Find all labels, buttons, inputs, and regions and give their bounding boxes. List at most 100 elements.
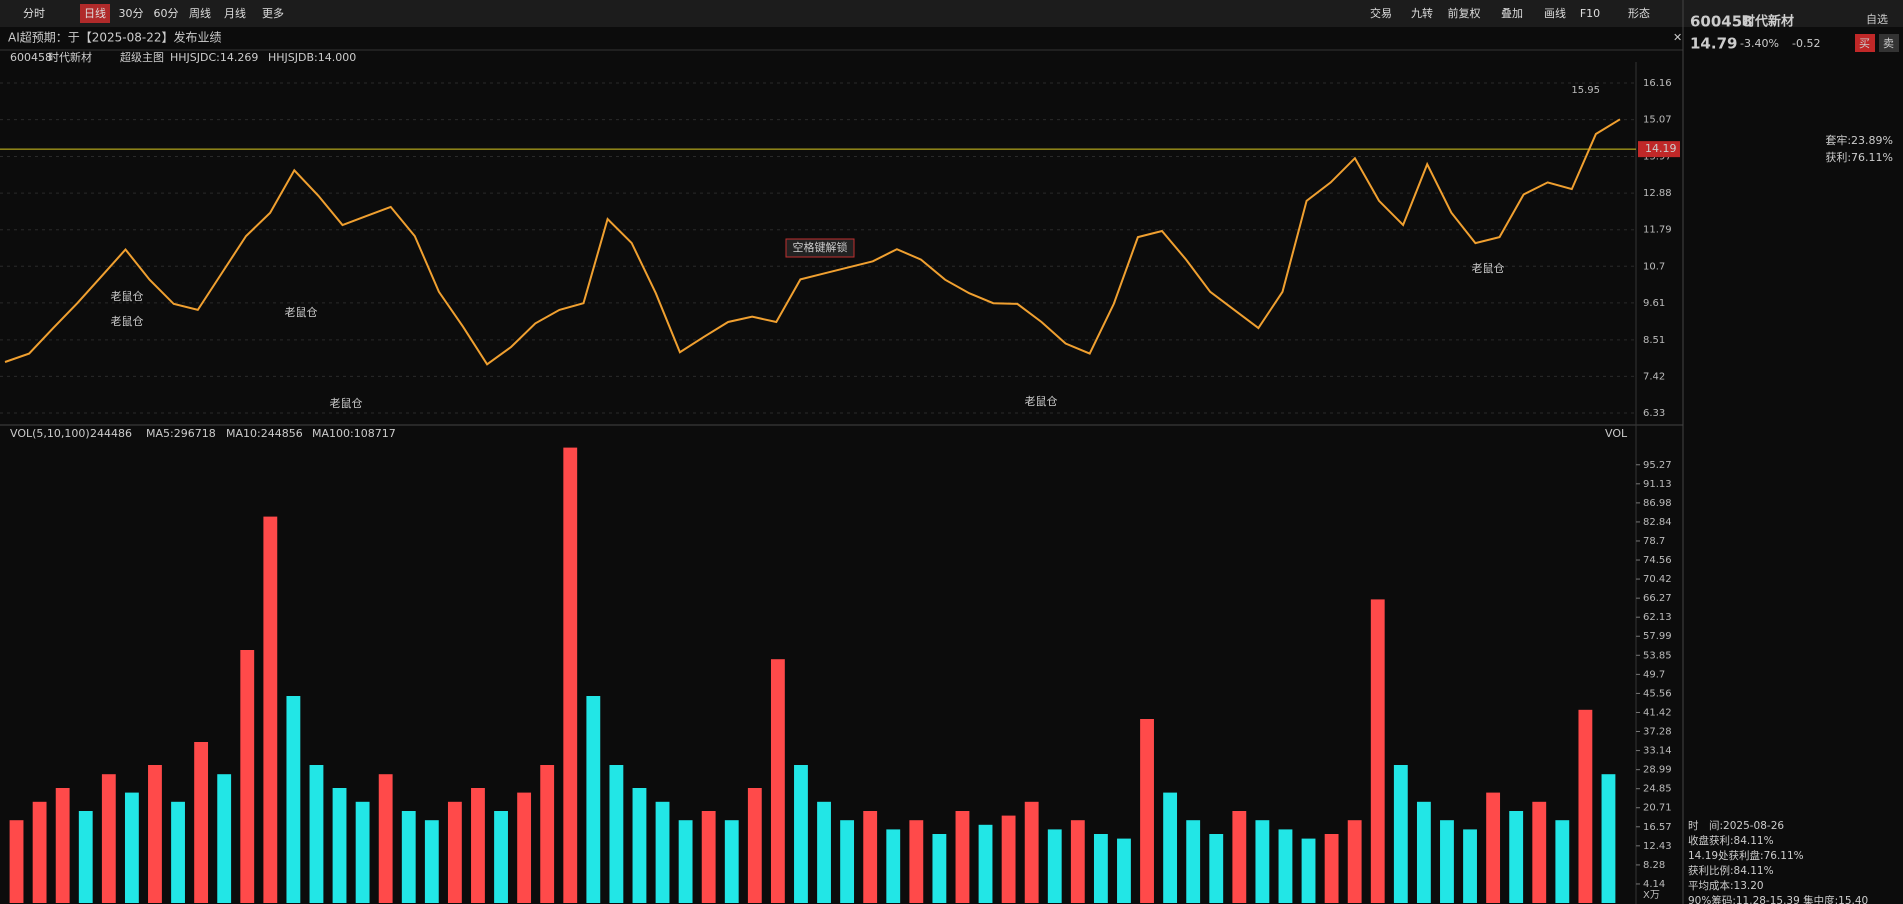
max-label: 15.95 [1571,85,1600,96]
code: 600458 [10,51,52,64]
volume-bar [1532,801,1547,903]
volume-bar [1209,834,1224,903]
volume-bar [770,659,785,903]
y-tick-label: 4.14 [1643,879,1665,890]
price-tag-label: 14.19 [1645,142,1677,155]
y-tick-label: 74.56 [1643,555,1672,566]
volume-bar [217,774,232,903]
notice: AI超预期：于【2025-08-22】发布业绩 [8,30,222,45]
volume-bar [1232,811,1247,903]
volume-bar [817,801,831,903]
tool-button[interactable]: F10 [1580,7,1600,20]
y-tick-label: 70.42 [1643,574,1672,585]
volume-bar [424,820,439,903]
volume-bar [1463,829,1477,903]
quote-name: 时代新材 [1742,14,1794,30]
volume-bar [1278,829,1293,903]
volume-bar [632,788,647,903]
period-tab[interactable]: 月线 [224,6,246,20]
volume-bar [401,811,416,903]
volume-bar [78,811,93,903]
tool-button[interactable]: 前复权 [1448,6,1481,20]
volume-bar [886,829,901,903]
y-tick-label: 24.85 [1643,784,1672,795]
tool-button[interactable]: 画线 [1544,6,1566,20]
y-tick-label: 66.27 [1643,593,1672,604]
chip-detail: 获利比例:84.11% [1688,864,1774,877]
y-tick-label: 6.33 [1643,408,1665,419]
quote-code: 600458 [1690,13,1753,31]
sell-button[interactable] [1879,34,1899,52]
volume-bar [378,774,393,903]
annotation: 老鼠仓 [111,289,144,303]
annotation: 老鼠仓 [330,396,363,410]
volume-bar [1001,815,1016,903]
period-tab[interactable]: 日线 [84,6,106,20]
y-tick-label: 91.13 [1643,479,1672,490]
y-tick-label: 12.43 [1643,841,1672,852]
volume-bar [32,801,47,903]
period-tab[interactable]: 60分 [154,7,179,20]
vol-name: VOL [1605,427,1628,440]
volume-bar [1093,834,1108,903]
volume-bar [1186,820,1201,903]
volume-bar [286,696,301,903]
close-button[interactable]: ✕ [1673,31,1682,44]
volume-bar [332,788,347,903]
volume-bar [101,774,116,903]
volume-bar [148,765,162,903]
volume-bar [1578,709,1593,903]
y-tick-label: 10.7 [1643,261,1665,272]
tooltip: 空格键解锁 [793,240,848,254]
y-tick-label: 37.28 [1643,727,1672,738]
volume-bar [1393,765,1408,903]
vol-legend: MA5:296718 [146,427,216,440]
volume-bar [1024,801,1039,903]
volume-bar [9,820,24,903]
volume-bar [678,820,693,903]
tool-button[interactable]: 九转 [1411,6,1433,20]
sell-label[interactable]: 卖 [1883,37,1894,50]
annotation: 老鼠仓 [1025,394,1058,408]
active-tab [80,4,110,23]
quote-change-pct: -3.40% [1740,37,1779,50]
tool-button[interactable]: 交易 [1370,6,1392,20]
quote-change: -0.52 [1792,37,1820,50]
volume-bar [563,447,578,903]
period-tab[interactable]: 30分 [119,7,144,20]
y-tick-label: 53.85 [1643,650,1672,661]
period-tab[interactable]: 分时 [23,7,45,20]
y-tick-label: 78.7 [1643,536,1665,547]
volume-bar [701,811,716,903]
volume-bar [1070,820,1085,903]
buy-label[interactable]: 买 [1859,37,1870,50]
y-tick-label: 45.56 [1643,688,1672,699]
vol-unit: X万 [1643,890,1660,901]
tool-button[interactable]: 形态 [1628,7,1650,20]
period-tab[interactable]: 周线 [189,6,211,20]
y-tick-label: 8.51 [1643,335,1665,346]
vol-title: VOL(5,10,100) [10,427,90,440]
y-tick-label: 33.14 [1643,746,1672,757]
chip-detail: 收盘获利:84.11% [1688,834,1774,847]
watch-button[interactable]: 自选 [1866,13,1888,26]
volume-bar [1163,792,1178,903]
volume-bar [240,650,255,903]
period-tab[interactable]: 更多 [262,6,284,20]
y-tick-label: 82.84 [1643,517,1672,528]
indicator[interactable]: 超级主图 [120,50,164,64]
tool-button[interactable]: 叠加 [1501,7,1523,20]
vol-legend: MA100:108717 [312,427,396,440]
y-tick-label: 16.57 [1643,822,1672,833]
volume-bar [355,801,370,903]
buy-button[interactable] [1855,34,1875,52]
volume-bar [1601,774,1616,903]
volume-bar [540,765,555,903]
volume-bar [263,516,278,903]
price-line [4,118,1621,366]
volume-bar [955,811,970,903]
y-tick-label: 28.99 [1643,765,1672,776]
y-tick-label: 62.13 [1643,612,1672,623]
annotation: 老鼠仓 [1472,261,1505,275]
